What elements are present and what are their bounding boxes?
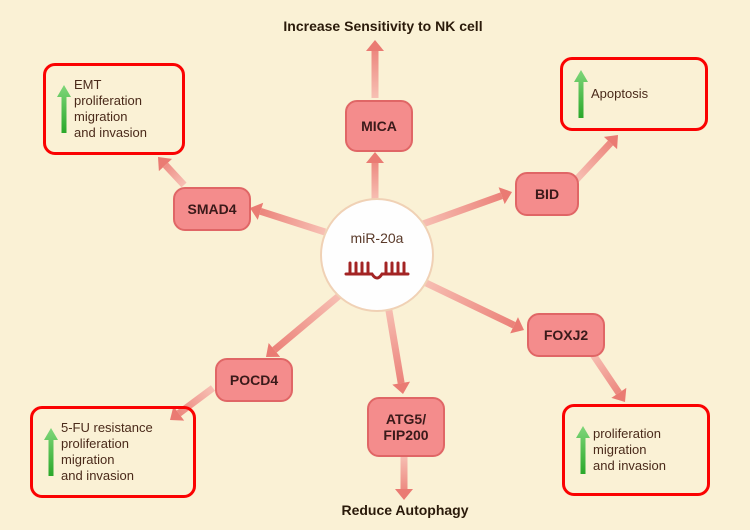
outcome-box-prolif: proliferationmigrationand invasion (562, 404, 710, 496)
outcome-line: and invasion (61, 468, 153, 484)
target-label: FOXJ2 (544, 327, 588, 343)
outcome-box-emt: EMTproliferationmigrationand invasion (43, 63, 185, 155)
outcome-line: and invasion (593, 458, 666, 474)
target-label: ATG5/ FIP200 (383, 411, 428, 443)
target-label: MICA (361, 118, 397, 134)
outcome-text: 5-FU resistanceproliferationmigrationand… (61, 420, 153, 485)
target-node-pocd4: POCD4 (215, 358, 293, 402)
center-node-mir20a: miR-20a (320, 198, 434, 312)
outcome-line: proliferation (74, 93, 147, 109)
outcome-line: proliferation (593, 426, 666, 442)
target-node-atg5: ATG5/ FIP200 (367, 397, 445, 457)
outcome-line: 5-FU resistance (61, 420, 153, 436)
outcome-line: Apoptosis (591, 86, 648, 102)
target-label: SMAD4 (187, 201, 236, 217)
outcome-line: and invasion (74, 125, 147, 141)
up-arrow-icon (41, 426, 61, 478)
outcome-line: proliferation (61, 436, 153, 452)
target-label: POCD4 (230, 372, 278, 388)
up-arrow-icon (54, 83, 74, 135)
label-autophagy: Reduce Autophagy (315, 502, 495, 518)
up-arrow-icon (573, 424, 593, 476)
up-arrow-icon (571, 68, 591, 120)
target-node-bid: BID (515, 172, 579, 216)
outcome-line: migration (593, 442, 666, 458)
center-label: miR-20a (351, 230, 404, 246)
target-label: BID (535, 186, 559, 202)
outcome-line: migration (74, 109, 147, 125)
target-node-foxj2: FOXJ2 (527, 313, 605, 357)
mirna-icon (342, 250, 412, 280)
outcome-line: migration (61, 452, 153, 468)
target-node-mica: MICA (345, 100, 413, 152)
target-node-smad4: SMAD4 (173, 187, 251, 231)
outcome-box-fu: 5-FU resistanceproliferationmigrationand… (30, 406, 196, 498)
outcome-text: Apoptosis (591, 86, 648, 102)
outcome-line: EMT (74, 77, 147, 93)
outcome-box-apoptosis: Apoptosis (560, 57, 708, 131)
outcome-text: EMTproliferationmigrationand invasion (74, 77, 147, 142)
outcome-text: proliferationmigrationand invasion (593, 426, 666, 475)
label-nk: Increase Sensitivity to NK cell (268, 18, 498, 34)
